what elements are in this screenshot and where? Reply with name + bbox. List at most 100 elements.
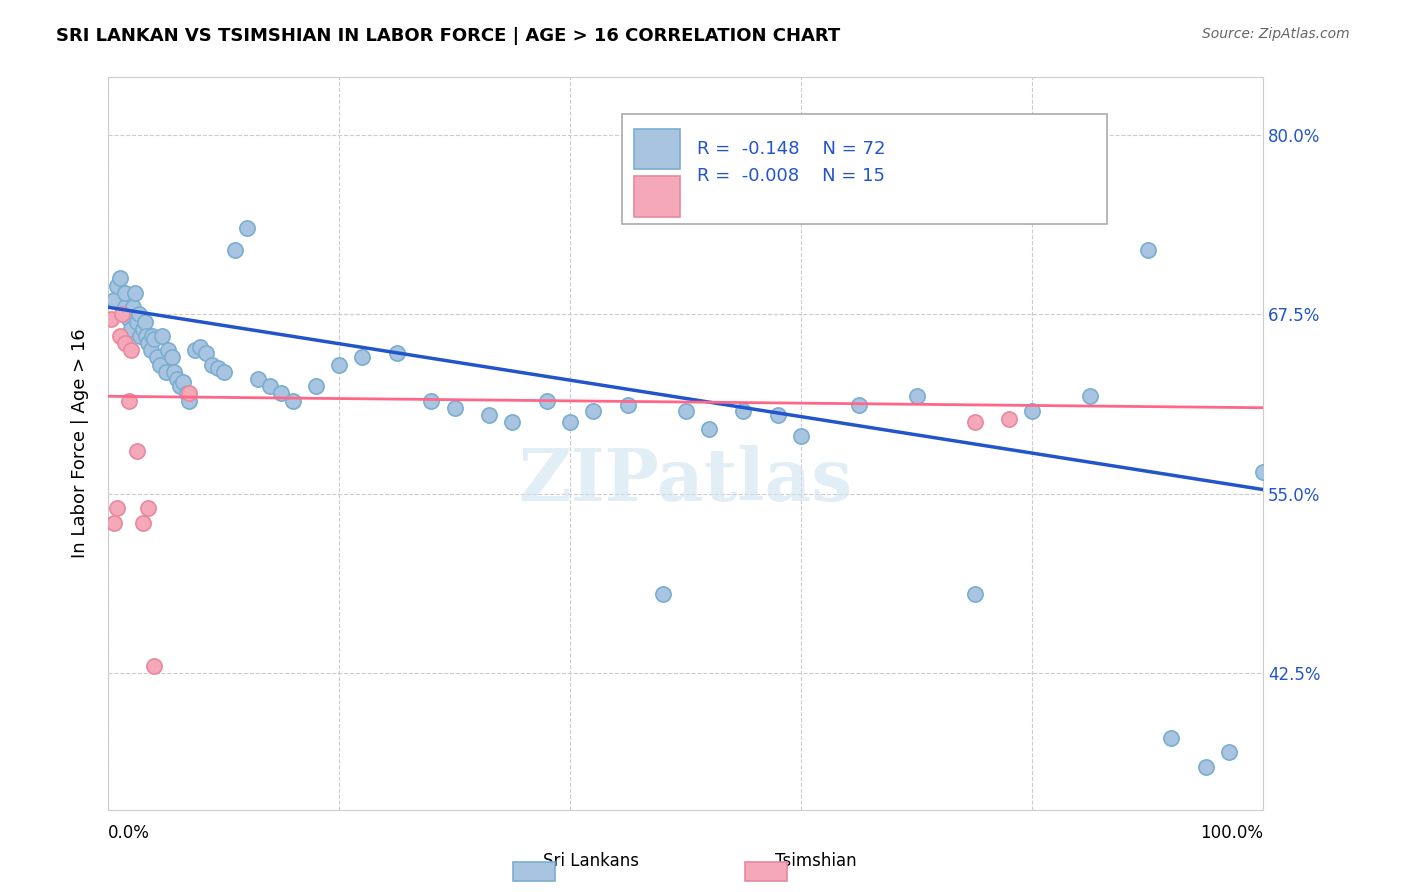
- Sri Lankans: [270, 386, 292, 401]
- Sri Lankans: [385, 346, 408, 360]
- Sri Lankans: [114, 285, 136, 300]
- Sri Lankans: [478, 408, 501, 422]
- Sri Lankans: [905, 389, 928, 403]
- Sri Lankans: [328, 358, 350, 372]
- Tsimshian: [105, 501, 128, 516]
- Sri Lankans: [150, 329, 173, 343]
- Sri Lankans: [135, 329, 157, 343]
- Sri Lankans: [766, 408, 789, 422]
- Sri Lankans: [125, 315, 148, 329]
- Sri Lankans: [157, 343, 180, 358]
- Sri Lankans: [536, 393, 558, 408]
- Sri Lankans: [697, 422, 720, 436]
- Sri Lankans: [172, 375, 194, 389]
- Sri Lankans: [131, 322, 153, 336]
- Sri Lankans: [305, 379, 328, 393]
- Sri Lankans: [160, 351, 183, 365]
- Sri Lankans: [183, 343, 205, 358]
- Sri Lankans: [1160, 731, 1182, 745]
- Tsimshian: [108, 329, 131, 343]
- Sri Lankans: [176, 386, 198, 401]
- Sri Lankans: [145, 351, 167, 365]
- Text: Sri Lankans: Sri Lankans: [543, 852, 638, 870]
- Sri Lankans: [139, 343, 162, 358]
- Sri Lankans: [352, 351, 374, 365]
- Sri Lankans: [443, 401, 465, 415]
- Sri Lankans: [235, 221, 257, 235]
- Sri Lankans: [105, 278, 128, 293]
- Sri Lankans: [143, 332, 166, 346]
- Sri Lankans: [118, 311, 141, 326]
- Y-axis label: In Labor Force | Age > 16: In Labor Force | Age > 16: [72, 329, 89, 558]
- FancyBboxPatch shape: [634, 177, 681, 217]
- Sri Lankans: [224, 243, 246, 257]
- Tsimshian: [111, 307, 134, 321]
- Sri Lankans: [558, 415, 581, 429]
- Sri Lankans: [138, 336, 160, 351]
- Sri Lankans: [122, 300, 145, 314]
- Sri Lankans: [281, 393, 304, 408]
- Tsimshian: [963, 415, 986, 429]
- Sri Lankans: [201, 358, 224, 372]
- Sri Lankans: [420, 393, 443, 408]
- Sri Lankans: [501, 415, 523, 429]
- Text: ZIPatlas: ZIPatlas: [519, 445, 852, 516]
- FancyBboxPatch shape: [634, 128, 681, 169]
- Sri Lankans: [212, 365, 235, 379]
- Tsimshian: [125, 443, 148, 458]
- Sri Lankans: [190, 340, 212, 354]
- Sri Lankans: [1021, 403, 1043, 417]
- Sri Lankans: [1194, 760, 1216, 774]
- Sri Lankans: [790, 429, 813, 443]
- Sri Lankans: [177, 393, 200, 408]
- Sri Lankans: [675, 403, 697, 417]
- Sri Lankans: [247, 372, 270, 386]
- Tsimshian: [131, 516, 153, 530]
- Sri Lankans: [259, 379, 281, 393]
- Sri Lankans: [1136, 243, 1159, 257]
- Text: 0.0%: 0.0%: [108, 824, 150, 842]
- Sri Lankans: [129, 329, 152, 343]
- Sri Lankans: [1218, 746, 1240, 760]
- Sri Lankans: [124, 285, 146, 300]
- Sri Lankans: [582, 403, 605, 417]
- Tsimshian: [998, 412, 1021, 426]
- Sri Lankans: [103, 293, 125, 307]
- Sri Lankans: [1253, 466, 1275, 480]
- FancyBboxPatch shape: [621, 114, 1108, 224]
- Tsimshian: [118, 393, 141, 408]
- Sri Lankans: [128, 307, 150, 321]
- Text: Tsimshian: Tsimshian: [775, 852, 856, 870]
- Sri Lankans: [149, 358, 172, 372]
- Sri Lankans: [651, 587, 673, 601]
- Sri Lankans: [111, 307, 134, 321]
- Sri Lankans: [1078, 389, 1101, 403]
- Sri Lankans: [108, 271, 131, 285]
- Sri Lankans: [141, 329, 163, 343]
- Tsimshian: [103, 516, 125, 530]
- Sri Lankans: [848, 398, 870, 412]
- Sri Lankans: [114, 300, 136, 314]
- Tsimshian: [120, 343, 142, 358]
- Sri Lankans: [963, 587, 986, 601]
- Text: SRI LANKAN VS TSIMSHIAN IN LABOR FORCE | AGE > 16 CORRELATION CHART: SRI LANKAN VS TSIMSHIAN IN LABOR FORCE |…: [56, 27, 841, 45]
- Sri Lankans: [195, 346, 218, 360]
- Sri Lankans: [733, 403, 755, 417]
- Sri Lankans: [169, 379, 191, 393]
- Text: R =  -0.008    N = 15: R = -0.008 N = 15: [697, 168, 886, 186]
- Tsimshian: [143, 659, 166, 673]
- Tsimshian: [100, 311, 122, 326]
- Sri Lankans: [166, 372, 188, 386]
- Sri Lankans: [617, 398, 640, 412]
- Text: 100.0%: 100.0%: [1201, 824, 1264, 842]
- Sri Lankans: [120, 322, 142, 336]
- Sri Lankans: [163, 365, 186, 379]
- Text: R =  -0.148    N = 72: R = -0.148 N = 72: [697, 140, 886, 158]
- Tsimshian: [177, 386, 200, 401]
- Tsimshian: [114, 336, 136, 351]
- Sri Lankans: [155, 365, 177, 379]
- Sri Lankans: [134, 315, 156, 329]
- Sri Lankans: [207, 360, 229, 375]
- Tsimshian: [138, 501, 160, 516]
- Text: Source: ZipAtlas.com: Source: ZipAtlas.com: [1202, 27, 1350, 41]
